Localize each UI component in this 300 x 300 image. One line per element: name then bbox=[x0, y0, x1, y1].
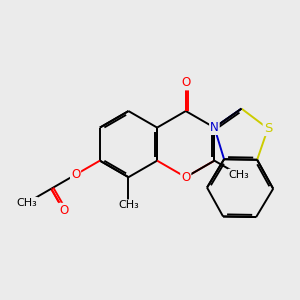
Text: O: O bbox=[181, 171, 190, 184]
Text: CH₃: CH₃ bbox=[228, 170, 249, 180]
Text: O: O bbox=[181, 76, 190, 89]
Text: CH₃: CH₃ bbox=[118, 200, 139, 210]
Text: O: O bbox=[59, 204, 68, 217]
Text: CH₃: CH₃ bbox=[16, 198, 37, 208]
Text: S: S bbox=[264, 122, 272, 135]
Text: O: O bbox=[71, 168, 80, 181]
Text: N: N bbox=[210, 121, 219, 134]
